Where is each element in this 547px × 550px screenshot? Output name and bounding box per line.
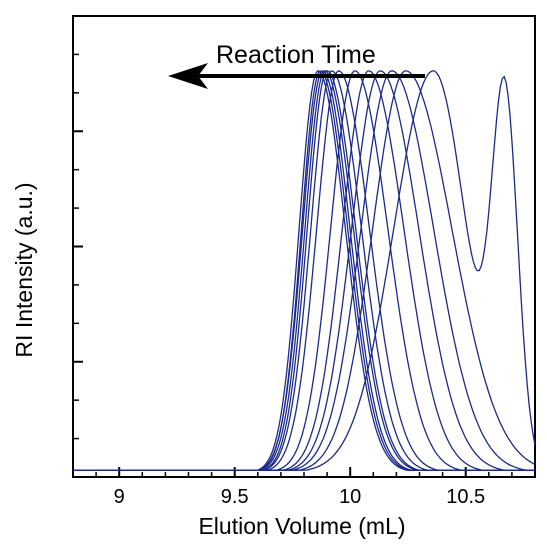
annotation-arrow-head <box>168 63 208 89</box>
x-axis-ticks: 9 9.5 10 10.5 <box>95 467 536 508</box>
x-tick-label: 9 <box>114 486 125 508</box>
y-axis-title: RI Intensity (a.u.) <box>11 182 37 357</box>
x-tick-label: 10.5 <box>446 486 485 508</box>
series-line-13 <box>73 70 536 471</box>
x-axis-title: Elution Volume (mL) <box>198 513 405 539</box>
annotation: Reaction Time <box>168 41 425 89</box>
series-line-5 <box>73 70 535 471</box>
series-layer <box>73 70 536 471</box>
annotation-text: Reaction Time <box>216 41 376 69</box>
x-tick-label: 10 <box>339 486 361 508</box>
y-axis-ticks <box>73 53 83 440</box>
x-tick-label: 9.5 <box>221 486 249 508</box>
